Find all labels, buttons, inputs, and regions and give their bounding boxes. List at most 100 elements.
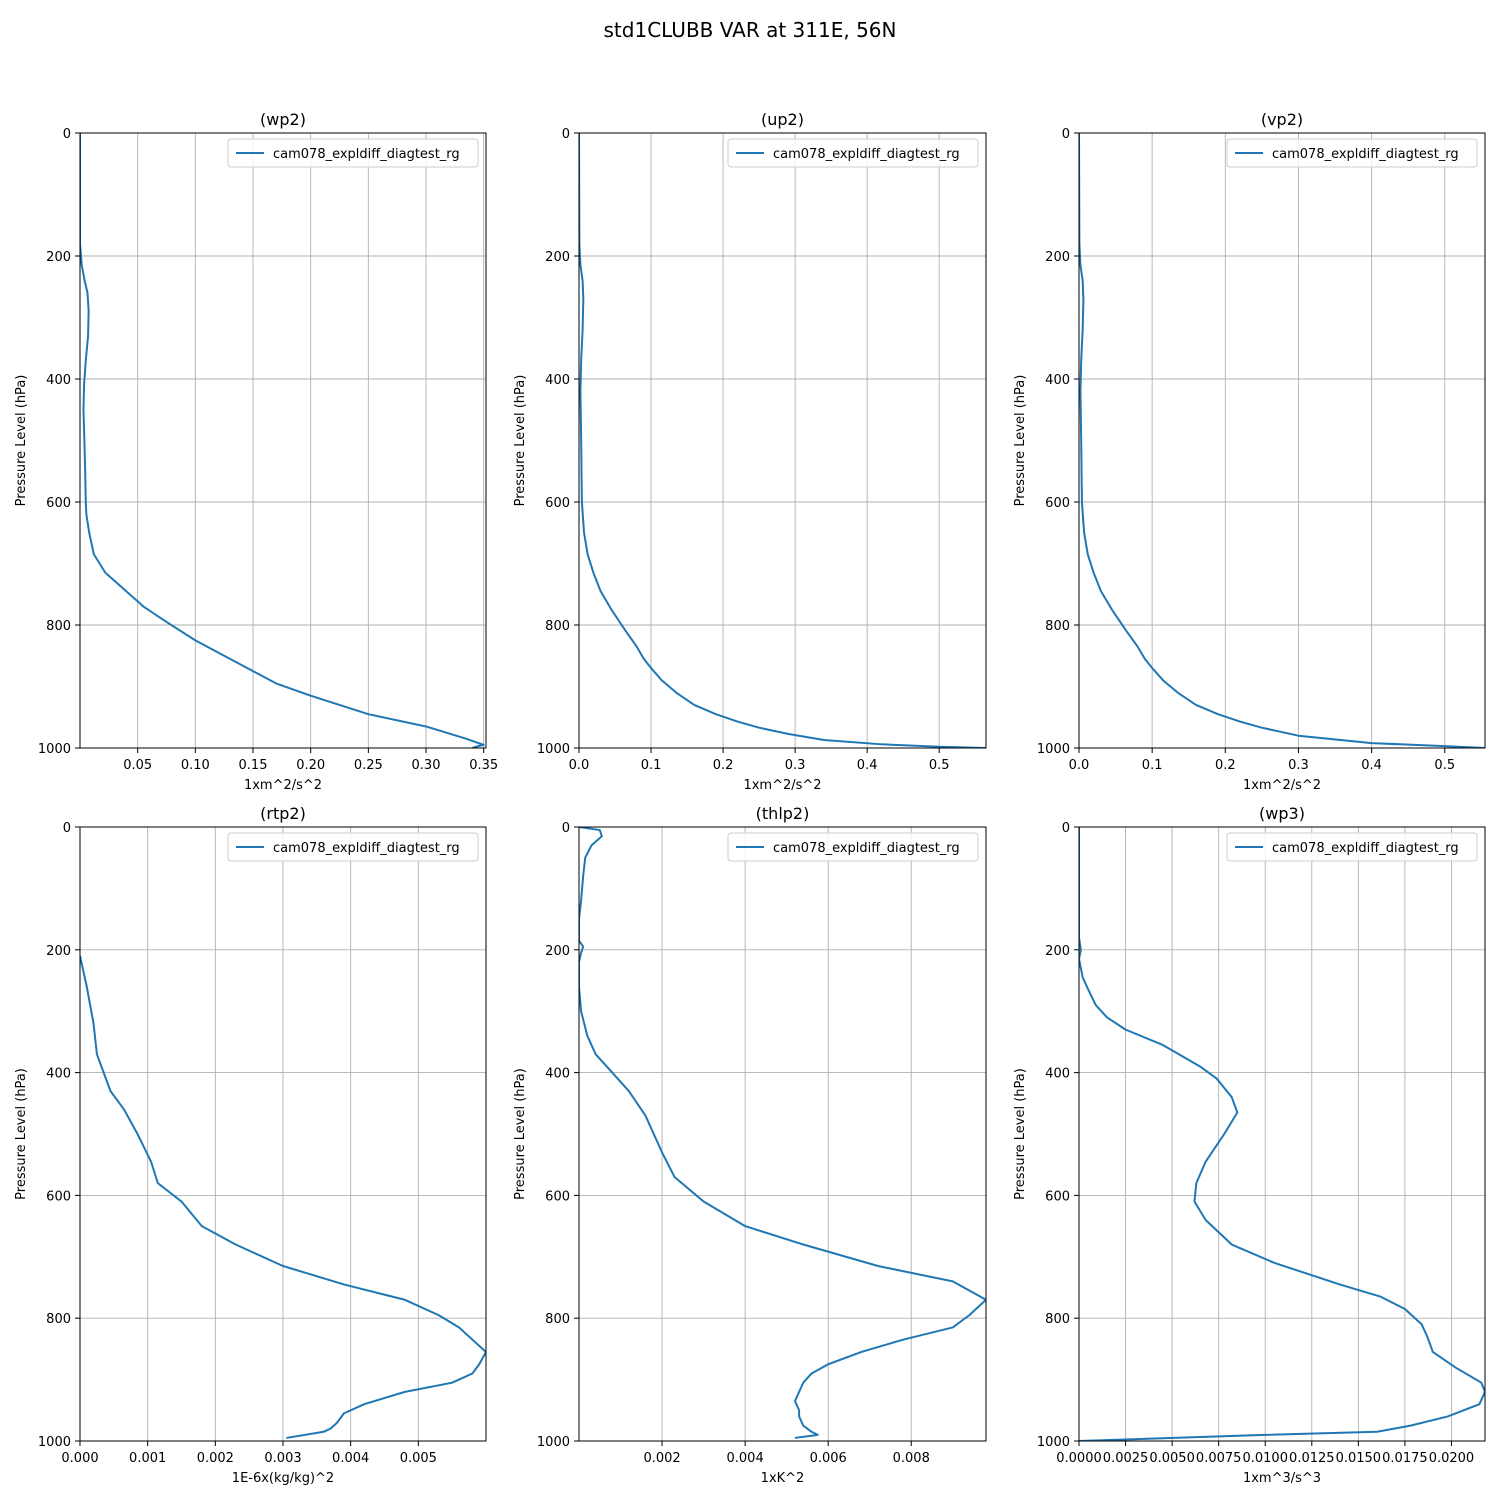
panel-3: 0.0 0.1 0.2 0.3 0.4 0.5 0 200 400 600 800 1000 (vp2)… <box>1013 110 1486 793</box>
y-tick-label: 0 <box>63 821 71 836</box>
x-tick-label: 0.1 <box>641 758 662 773</box>
x-tick-label: 0.006 <box>810 1451 847 1466</box>
legend-entry-label: cam078_expldiff_diagtest_rg <box>273 147 460 162</box>
x-tick-label: 0.004 <box>332 1451 369 1466</box>
x-tick-label: 0.008 <box>893 1451 930 1466</box>
x-tick-label: 0.05 <box>123 758 152 773</box>
figure-title: std1CLUBB VAR at 311E, 56N <box>604 18 897 42</box>
axes-frame <box>79 132 487 749</box>
legend-box <box>1226 832 1478 862</box>
x-tick-label: 0.5 <box>929 758 950 773</box>
legend-box <box>727 138 979 168</box>
x-tick-label: 0.1 <box>1142 758 1163 773</box>
x-axis-label: 1xK^2 <box>761 1471 805 1486</box>
x-tick-label: 0.20 <box>296 758 325 773</box>
legend-entry-label: cam078_expldiff_diagtest_rg <box>1272 841 1459 856</box>
axes-frame <box>578 826 987 1442</box>
y-tick-label: 1000 <box>537 1435 570 1450</box>
y-tick-label: 400 <box>1045 373 1070 388</box>
y-tick-label: 1000 <box>38 742 71 757</box>
legend-entry-label: cam078_expldiff_diagtest_rg <box>1272 147 1459 162</box>
x-axis-label: 1xm^2/s^2 <box>244 778 322 793</box>
x-tick-label: 0.4 <box>1361 758 1382 773</box>
y-axis-label: Pressure Level (hPa) <box>1013 375 1028 507</box>
legend: cam078_expldiff_diagtest_rg <box>227 832 479 862</box>
y-tick-label: 800 <box>545 619 570 634</box>
legend: cam078_expldiff_diagtest_rg <box>727 138 979 168</box>
y-tick-label: 600 <box>545 1189 570 1204</box>
y-axis-label: Pressure Level (hPa) <box>513 1068 528 1200</box>
x-tick-label: 0.002 <box>643 1451 680 1466</box>
panel-title: (wp2) <box>260 110 306 129</box>
x-tick-label: 0.0 <box>569 758 590 773</box>
series-line-1 <box>80 133 485 748</box>
x-axis-label: 1xm^2/s^2 <box>1243 778 1321 793</box>
x-tick-label: 0.2 <box>1215 758 1236 773</box>
legend-entry-label: cam078_expldiff_diagtest_rg <box>273 841 460 856</box>
panel-title: (thlp2) <box>756 804 810 823</box>
y-tick-label: 1000 <box>38 1435 71 1450</box>
y-tick-label: 1000 <box>1037 742 1070 757</box>
x-tick-label: 0.3 <box>1288 758 1309 773</box>
x-tick-label: 0.30 <box>412 758 441 773</box>
x-tick-label: 0.004 <box>727 1451 764 1466</box>
y-tick-label: 600 <box>1045 496 1070 511</box>
legend-box <box>1226 138 1478 168</box>
series-line-1 <box>579 133 986 748</box>
series-line-1 <box>579 827 986 1439</box>
panel-6: 0.0000 0.0025 0.0050 0.0075 0.0100 0.0125 0.01… <box>1013 804 1486 1486</box>
legend-box <box>727 832 979 862</box>
series-line-1 <box>1079 827 1485 1441</box>
x-tick-label: 0.10 <box>181 758 210 773</box>
y-tick-label: 800 <box>1045 1312 1070 1327</box>
x-tick-label: 0.0150 <box>1336 1451 1382 1466</box>
y-tick-label: 200 <box>1045 250 1070 265</box>
x-tick-label: 0.001 <box>129 1451 166 1466</box>
x-tick-label: 0.0025 <box>1103 1451 1149 1466</box>
x-tick-label: 0.15 <box>239 758 268 773</box>
axes-frame <box>1078 826 1486 1442</box>
y-tick-label: 200 <box>46 944 71 959</box>
y-tick-label: 200 <box>46 250 71 265</box>
x-tick-label: 0.0075 <box>1196 1451 1242 1466</box>
series-line-1 <box>80 955 486 1439</box>
legend: cam078_expldiff_diagtest_rg <box>227 138 479 168</box>
legend: cam078_expldiff_diagtest_rg <box>1226 832 1478 862</box>
x-tick-label: 0.0100 <box>1242 1451 1288 1466</box>
y-tick-label: 600 <box>545 496 570 511</box>
axes-frame <box>578 132 987 749</box>
y-tick-label: 800 <box>1045 619 1070 634</box>
legend: cam078_expldiff_diagtest_rg <box>1226 138 1478 168</box>
panel-5: 0.002 0.004 0.006 0.008 0 200 400 600 800 1000 (th… <box>513 804 987 1486</box>
x-tick-label: 0.005 <box>400 1451 437 1466</box>
y-tick-label: 400 <box>1045 1067 1070 1082</box>
y-tick-label: 600 <box>1045 1189 1070 1204</box>
x-tick-label: 0.0175 <box>1382 1451 1428 1466</box>
x-tick-label: 0.2 <box>713 758 734 773</box>
y-tick-label: 800 <box>46 619 71 634</box>
y-tick-label: 0 <box>562 127 570 142</box>
x-tick-label: 0.0125 <box>1289 1451 1335 1466</box>
x-tick-label: 0.003 <box>264 1451 301 1466</box>
panel-title: (rtp2) <box>260 804 306 823</box>
panel-1: 0.05 0.10 0.15 0.20 0.25 0.30 0.35 0 200 400 600 80… <box>14 110 498 793</box>
y-axis-label: Pressure Level (hPa) <box>14 1068 29 1200</box>
panel-2: 0.0 0.1 0.2 0.3 0.4 0.5 0 200 400 600 800 1000 (up2)… <box>513 110 987 793</box>
x-tick-label: 0.35 <box>469 758 498 773</box>
y-axis-label: Pressure Level (hPa) <box>14 375 29 507</box>
panel-4: 0.000 0.001 0.002 0.003 0.004 0.005 0 200 400 600… <box>14 804 487 1486</box>
y-tick-label: 400 <box>46 1067 71 1082</box>
y-tick-label: 0 <box>63 127 71 142</box>
y-tick-label: 400 <box>545 373 570 388</box>
y-tick-label: 0 <box>1062 127 1070 142</box>
x-tick-label: 0.5 <box>1434 758 1455 773</box>
y-axis-label: Pressure Level (hPa) <box>513 375 528 507</box>
y-tick-label: 600 <box>46 1189 71 1204</box>
y-axis-label: Pressure Level (hPa) <box>1013 1068 1028 1200</box>
y-tick-label: 600 <box>46 496 71 511</box>
legend-entry-label: cam078_expldiff_diagtest_rg <box>773 147 960 162</box>
y-tick-label: 1000 <box>1037 1435 1070 1450</box>
legend-box <box>227 138 479 168</box>
y-tick-label: 200 <box>545 250 570 265</box>
